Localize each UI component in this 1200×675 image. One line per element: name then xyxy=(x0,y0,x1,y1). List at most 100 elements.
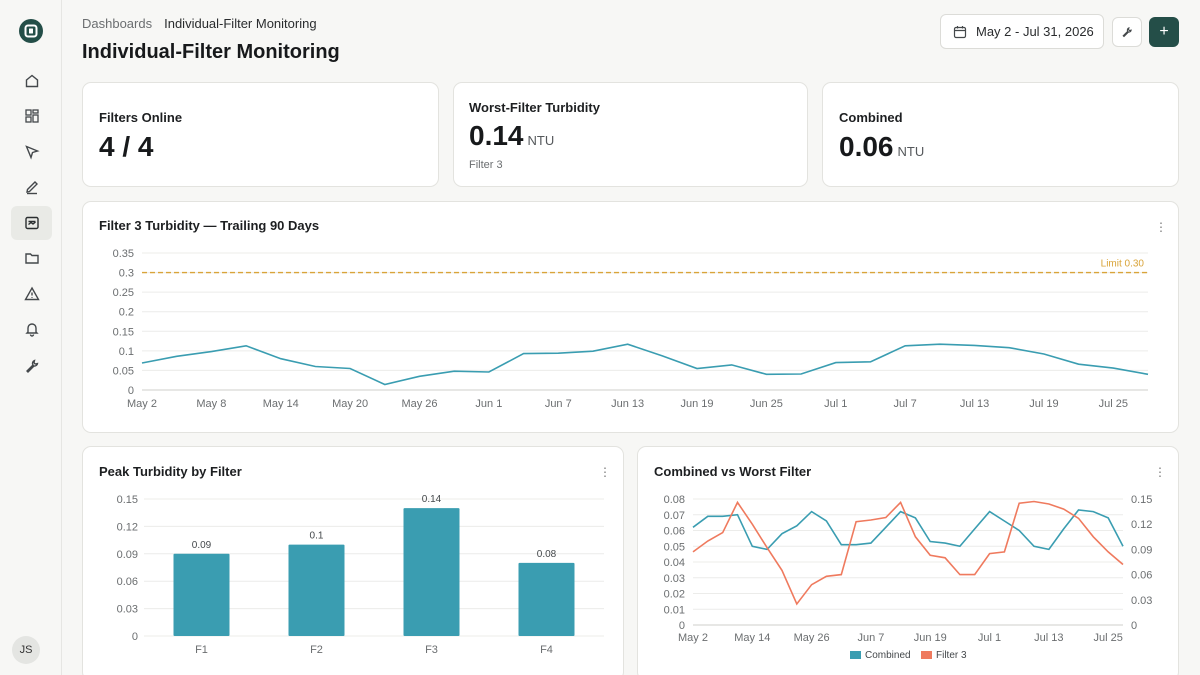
breadcrumb: Dashboards Individual-Filter Monitoring xyxy=(82,16,317,31)
x-tick-label: Jul 13 xyxy=(960,398,989,410)
date-range-picker[interactable]: May 2 - Jul 31, 2026 xyxy=(940,14,1104,49)
kpi-value-row: 0.06 NTU xyxy=(839,131,924,163)
bell-icon xyxy=(24,323,39,337)
bar-value-label: 0.14 xyxy=(422,494,442,505)
x-tick-label: Jul 1 xyxy=(978,632,1001,644)
y-tick-label: 0.1 xyxy=(119,346,134,358)
y-tick-label: 0.12 xyxy=(117,521,138,533)
kpi-card-filters-online: Filters Online 4 / 4 xyxy=(82,82,439,187)
y-tick-label: 0.35 xyxy=(113,248,134,260)
x-tick-label: F3 xyxy=(425,644,438,656)
kpi-value-row: 0.14 NTU xyxy=(469,120,554,152)
x-tick-label: May 8 xyxy=(196,398,226,410)
sidebar-item-alerts[interactable] xyxy=(11,277,52,311)
kpi-label: Combined xyxy=(839,110,903,125)
y-left-tick-label: 0 xyxy=(679,620,685,632)
sidebar-item-edit[interactable] xyxy=(11,170,52,204)
x-tick-label: Jul 25 xyxy=(1099,398,1128,410)
x-tick-label: Jun 1 xyxy=(475,398,502,410)
settings-tool-button[interactable] xyxy=(1112,17,1142,47)
chart-title: Peak Turbidity by Filter xyxy=(99,464,242,479)
y-left-tick-label: 0.01 xyxy=(664,604,685,616)
chart-title: Combined vs Worst Filter xyxy=(654,464,812,479)
pencil-icon xyxy=(25,181,38,195)
y-left-tick-label: 0.02 xyxy=(664,589,685,601)
monitor-chart-icon xyxy=(24,216,39,230)
kpi-card-combined: Combined 0.06 NTU xyxy=(822,82,1179,187)
y-tick-label: 0 xyxy=(132,631,138,643)
y-tick-label: 0.09 xyxy=(117,549,138,561)
combined-vs-worst-chart: 0 0.01 0.02 0.03 0.04 0.05 0.06 0.07 0.08 0 0.03 0.… xyxy=(664,494,1153,661)
more-options-icon[interactable]: ⋮ xyxy=(1154,465,1166,479)
x-tick-label: Jul 1 xyxy=(824,398,847,410)
series-line-filter-3 xyxy=(692,500,1124,606)
x-tick-label: Jun 7 xyxy=(857,632,884,644)
y-tick-label: 0.15 xyxy=(113,326,134,338)
x-tick-label: Jul 19 xyxy=(1029,398,1058,410)
legend-label: Combined xyxy=(865,650,911,661)
filter3-trend-card: Filter 3 Turbidity — Trailing 90 Days ⋮ xyxy=(82,201,1179,433)
legend-swatch xyxy=(850,651,861,659)
y-left-tick-label: 0.06 xyxy=(664,526,685,538)
wrench-icon xyxy=(25,359,38,373)
bar-f3 xyxy=(403,508,460,636)
sidebar-item-monitoring[interactable] xyxy=(11,206,52,240)
chart-title: Filter 3 Turbidity — Trailing 90 Days xyxy=(99,218,320,233)
app-logo-icon[interactable] xyxy=(18,18,44,44)
y-left-tick-label: 0.07 xyxy=(664,510,685,522)
x-tick-label: May 26 xyxy=(401,398,437,410)
x-tick-label: F1 xyxy=(195,644,208,656)
x-tick-label: Jul 13 xyxy=(1034,632,1063,644)
combined-vs-worst-card: Combined vs Worst Filter ⋮ xyxy=(637,446,1179,675)
x-tick-label: May 26 xyxy=(794,632,830,644)
peak-turbidity-card: Peak Turbidity by Filter ⋮ xyxy=(82,446,624,675)
x-tick-label: May 20 xyxy=(332,398,368,410)
legend-label: Filter 3 xyxy=(936,650,967,661)
sidebar-item-tools[interactable] xyxy=(11,349,52,383)
add-button[interactable]: + xyxy=(1149,17,1179,47)
home-icon xyxy=(25,74,38,88)
date-range-label: May 2 - Jul 31, 2026 xyxy=(976,24,1094,39)
x-tick-label: Jul 25 xyxy=(1093,632,1122,644)
kpi-unit: NTU xyxy=(527,133,555,148)
filter3-turbidity-chart: 0 0.05 0.1 0.15 0.2 0.25 0.3 0.35 May 2 May 8 May … xyxy=(113,248,1149,410)
bar-value-label: 0.09 xyxy=(192,540,212,551)
calendar-icon xyxy=(953,25,967,38)
sidebar: JS xyxy=(0,0,62,675)
page-title: Individual-Filter Monitoring xyxy=(82,41,340,63)
y-right-tick-label: 0.09 xyxy=(1131,544,1152,556)
kpi-unit: NTU xyxy=(897,144,925,159)
x-tick-label: May 2 xyxy=(127,398,157,410)
y-tick-label: 0.25 xyxy=(113,287,134,299)
legend-swatch xyxy=(921,651,932,659)
sidebar-item-files[interactable] xyxy=(11,241,52,275)
x-tick-label: Jul 7 xyxy=(894,398,917,410)
kpi-card-worst-filter: Worst-Filter Turbidity 0.14 NTU Filter 3 xyxy=(453,82,808,187)
more-options-icon[interactable]: ⋮ xyxy=(1155,220,1167,234)
y-tick-label: 0 xyxy=(128,385,134,397)
x-tick-label: F4 xyxy=(540,644,553,656)
dashboard-grid-icon xyxy=(24,109,39,123)
sidebar-item-home[interactable] xyxy=(11,64,52,98)
more-options-icon[interactable]: ⋮ xyxy=(599,465,611,479)
sidebar-item-dashboards[interactable] xyxy=(11,99,52,133)
x-tick-label: Jun 7 xyxy=(545,398,572,410)
y-left-tick-label: 0.03 xyxy=(664,573,685,585)
cursor-arrow-icon xyxy=(24,145,40,160)
y-left-tick-label: 0.08 xyxy=(664,494,685,506)
bar-f1 xyxy=(173,553,230,636)
sidebar-item-navigate[interactable] xyxy=(11,135,52,169)
limit-label: Limit 0.30 xyxy=(1101,259,1145,270)
bar-value-label: 0.1 xyxy=(310,531,324,542)
sidebar-item-notifications[interactable] xyxy=(11,312,52,346)
x-tick-label: May 14 xyxy=(263,398,299,410)
breadcrumb-root[interactable]: Dashboards xyxy=(82,16,153,31)
series-line-combined xyxy=(692,509,1124,551)
y-right-tick-label: 0.12 xyxy=(1131,519,1152,531)
y-right-tick-label: 0.15 xyxy=(1131,494,1152,506)
x-tick-label: Jun 13 xyxy=(611,398,644,410)
avatar[interactable]: JS xyxy=(12,636,40,664)
alert-triangle-icon xyxy=(23,286,40,301)
folder-icon xyxy=(24,253,39,264)
y-right-tick-label: 0.06 xyxy=(1131,570,1152,582)
